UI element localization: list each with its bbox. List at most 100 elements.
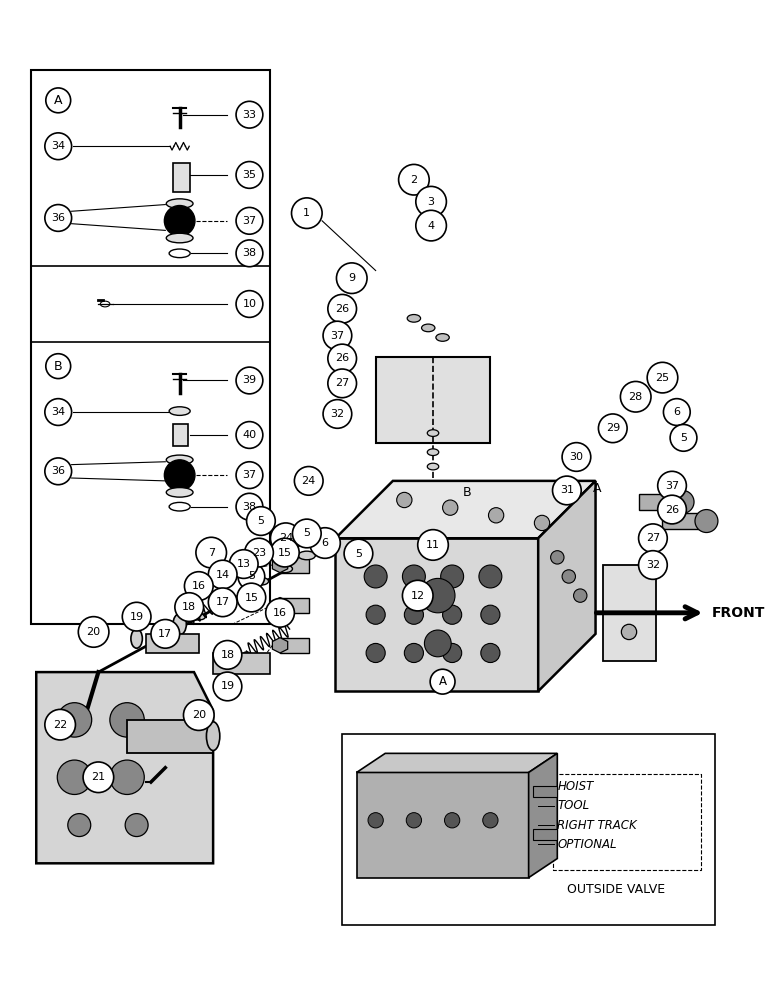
Ellipse shape [427,430,438,436]
Circle shape [292,198,322,228]
Text: 20: 20 [86,627,100,637]
Circle shape [323,400,352,428]
Circle shape [481,605,500,624]
Circle shape [402,580,433,611]
Circle shape [184,700,214,730]
Text: 35: 35 [242,170,256,180]
Circle shape [208,588,237,617]
Text: 39: 39 [242,375,256,385]
Circle shape [236,101,262,128]
Circle shape [175,593,204,621]
Circle shape [416,210,446,241]
Ellipse shape [166,199,193,208]
Text: 17: 17 [158,629,172,639]
Circle shape [328,369,357,398]
Text: 24: 24 [302,476,316,486]
Circle shape [405,605,424,624]
Text: 10: 10 [242,299,256,309]
Circle shape [266,598,294,627]
Text: 2: 2 [411,175,418,185]
Circle shape [246,507,276,535]
Circle shape [237,583,266,612]
Circle shape [489,508,504,523]
Text: 29: 29 [606,423,620,433]
Circle shape [425,630,451,657]
Circle shape [441,565,464,588]
Circle shape [122,602,151,631]
Text: 40: 40 [242,430,256,440]
Text: 16: 16 [273,608,287,618]
Circle shape [110,760,144,794]
Circle shape [229,550,258,578]
Text: 26: 26 [335,304,349,314]
Circle shape [270,523,301,554]
Polygon shape [336,481,595,538]
Text: 3: 3 [428,197,435,207]
Text: 5: 5 [680,433,687,443]
Text: 13: 13 [237,559,251,569]
Ellipse shape [169,407,190,415]
Circle shape [238,563,265,590]
Text: 14: 14 [215,570,230,580]
Circle shape [213,672,242,701]
Circle shape [479,565,502,588]
Circle shape [236,207,262,234]
Text: 37: 37 [665,481,679,491]
Circle shape [68,814,91,837]
Ellipse shape [427,463,438,470]
Text: 6: 6 [673,407,680,417]
Text: 5: 5 [355,549,362,559]
Polygon shape [273,598,288,613]
Circle shape [430,669,455,694]
Circle shape [78,617,109,647]
Circle shape [236,240,262,267]
Circle shape [245,538,273,567]
Circle shape [402,565,425,588]
Text: 16: 16 [191,581,206,591]
Text: 11: 11 [426,540,440,550]
Circle shape [57,703,92,737]
Bar [213,653,270,674]
Ellipse shape [253,577,269,585]
Circle shape [270,538,300,567]
Ellipse shape [166,455,193,465]
Circle shape [236,162,262,188]
Text: 7: 7 [208,548,215,558]
Circle shape [236,367,262,394]
Text: 28: 28 [628,392,643,402]
Circle shape [695,510,718,533]
Circle shape [45,133,72,160]
Ellipse shape [240,652,253,673]
Text: 19: 19 [130,612,144,622]
Circle shape [164,460,195,490]
Circle shape [45,399,72,425]
Text: 34: 34 [51,141,66,151]
Text: 27: 27 [646,533,660,543]
Polygon shape [273,557,288,573]
Text: B: B [54,360,63,373]
Circle shape [638,551,667,579]
Polygon shape [357,753,557,772]
Circle shape [405,643,424,663]
Ellipse shape [427,449,438,456]
Text: 12: 12 [411,591,425,601]
Circle shape [196,537,226,568]
Circle shape [45,458,72,485]
Circle shape [406,813,422,828]
Text: RIGHT TRACK: RIGHT TRACK [557,819,637,832]
Circle shape [574,589,587,602]
Text: 27: 27 [335,378,349,388]
Bar [146,634,198,653]
Circle shape [337,263,367,293]
Text: 37: 37 [242,470,256,480]
Circle shape [562,443,591,471]
Circle shape [46,354,71,379]
Circle shape [562,570,575,583]
Text: 36: 36 [51,213,65,223]
Bar [127,720,213,753]
Circle shape [310,528,340,558]
Text: 25: 25 [655,373,669,383]
Ellipse shape [131,629,142,648]
Text: 4: 4 [428,221,435,231]
Text: B: B [463,486,472,499]
